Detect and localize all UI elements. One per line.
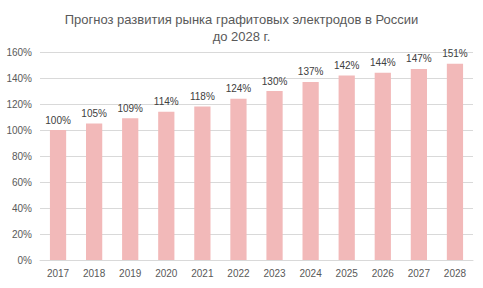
svg-text:2026: 2026 — [372, 268, 395, 279]
svg-text:0%: 0% — [18, 255, 33, 266]
svg-text:147%: 147% — [406, 53, 432, 64]
svg-text:2023: 2023 — [263, 268, 286, 279]
svg-text:2028: 2028 — [444, 268, 467, 279]
svg-text:105%: 105% — [81, 108, 107, 119]
svg-text:160%: 160% — [6, 47, 32, 58]
svg-text:20%: 20% — [12, 229, 32, 240]
svg-text:2027: 2027 — [408, 268, 431, 279]
svg-text:151%: 151% — [442, 48, 468, 59]
svg-text:2022: 2022 — [227, 268, 250, 279]
svg-text:124%: 124% — [226, 83, 252, 94]
svg-text:118%: 118% — [190, 91, 215, 102]
svg-text:2021: 2021 — [191, 268, 214, 279]
svg-text:120%: 120% — [6, 99, 32, 110]
svg-text:144%: 144% — [370, 57, 396, 68]
svg-text:114%: 114% — [154, 96, 179, 107]
svg-text:80%: 80% — [12, 151, 32, 162]
svg-text:60%: 60% — [12, 177, 32, 188]
svg-text:109%: 109% — [117, 103, 143, 114]
svg-text:137%: 137% — [298, 66, 324, 77]
svg-text:2017: 2017 — [47, 268, 70, 279]
svg-text:100%: 100% — [45, 115, 71, 126]
svg-text:142%: 142% — [334, 60, 360, 71]
svg-text:Прогноз развития рынка графито: Прогноз развития рынка графитовых электр… — [65, 12, 419, 27]
svg-text:2019: 2019 — [119, 268, 142, 279]
svg-text:40%: 40% — [12, 203, 32, 214]
svg-text:до 2028 г.: до 2028 г. — [213, 29, 271, 44]
svg-text:2018: 2018 — [83, 268, 106, 279]
svg-text:2025: 2025 — [336, 268, 359, 279]
svg-text:2024: 2024 — [300, 268, 323, 279]
svg-text:2020: 2020 — [155, 268, 178, 279]
svg-text:130%: 130% — [262, 76, 288, 87]
svg-text:140%: 140% — [6, 73, 32, 84]
svg-text:100%: 100% — [6, 125, 32, 136]
